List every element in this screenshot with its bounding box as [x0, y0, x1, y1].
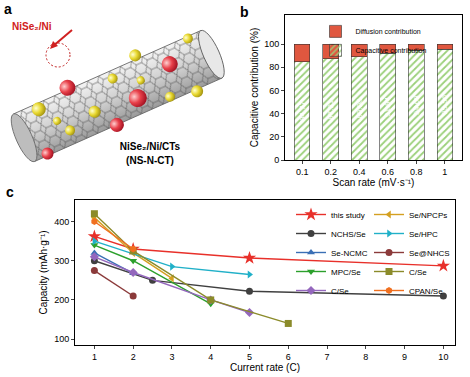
svg-text:200: 200: [54, 295, 69, 305]
svg-text:100: 100: [264, 39, 279, 49]
svg-text:Scan rate (mV·s⁻¹): Scan rate (mV·s⁻¹): [333, 177, 415, 188]
svg-text:NCHS/Se: NCHS/Se: [331, 230, 366, 239]
svg-text:0: 0: [274, 155, 279, 165]
svg-text:60: 60: [269, 86, 279, 96]
svg-text:Capacitive contribution (%): Capacitive contribution (%): [249, 28, 260, 148]
svg-text:1: 1: [92, 352, 97, 362]
svg-text:4: 4: [208, 352, 213, 362]
svg-text:c: c: [6, 184, 14, 200]
svg-text:(NS-N-CT): (NS-N-CT): [126, 155, 174, 166]
svg-text:MPC/Se: MPC/Se: [331, 268, 361, 277]
svg-text:0.8: 0.8: [410, 167, 423, 177]
svg-text:5: 5: [247, 352, 252, 362]
svg-text:Diffusion contribution: Diffusion contribution: [356, 28, 421, 35]
svg-text:Current rate (C): Current rate (C): [230, 362, 300, 373]
svg-text:C/Se: C/Se: [409, 268, 427, 277]
svg-text:80: 80: [269, 62, 279, 72]
svg-text:100: 100: [54, 334, 69, 344]
svg-text:8: 8: [363, 352, 368, 362]
svg-text:91.94: 91.94: [383, 96, 392, 117]
svg-text:0.2: 0.2: [324, 167, 337, 177]
svg-text:0.4: 0.4: [353, 167, 366, 177]
svg-text:0.1: 0.1: [296, 167, 309, 177]
svg-text:10: 10: [438, 352, 448, 362]
svg-text:20: 20: [269, 132, 279, 142]
svg-text:CPAN/Se: CPAN/Se: [409, 287, 443, 296]
svg-text:Se-NCMC: Se-NCMC: [331, 249, 368, 258]
svg-text:this study: this study: [331, 211, 365, 220]
svg-text:Capacity (mAh·g⁻¹): Capacity (mAh·g⁻¹): [38, 230, 49, 314]
svg-text:a: a: [4, 1, 12, 17]
svg-text:b: b: [240, 4, 249, 20]
svg-text:Se/NPCPs: Se/NPCPs: [409, 211, 447, 220]
svg-text:89.08: 89.08: [355, 98, 364, 119]
svg-text:7: 7: [325, 352, 330, 362]
svg-text:C/Se: C/Se: [331, 287, 349, 296]
svg-text:2: 2: [131, 352, 136, 362]
svg-text:40: 40: [269, 109, 279, 119]
svg-text:94.68: 94.68: [412, 95, 421, 116]
svg-text:87.21: 87.21: [326, 99, 335, 120]
svg-text:6: 6: [286, 352, 291, 362]
svg-text:Se@NHCS: Se@NHCS: [409, 249, 450, 258]
svg-text:3: 3: [169, 352, 174, 362]
svg-text:95.56: 95.56: [440, 94, 449, 115]
svg-text:NiSe₂/Ni: NiSe₂/Ni: [12, 21, 52, 32]
svg-text:Capacitive contribution: Capacitive contribution: [356, 47, 427, 55]
svg-text:0.6: 0.6: [382, 167, 395, 177]
svg-text:9: 9: [402, 352, 407, 362]
svg-text:1: 1: [442, 167, 447, 177]
svg-text:400: 400: [54, 217, 69, 227]
svg-text:NiSe₂/Ni/CTs: NiSe₂/Ni/CTs: [120, 141, 181, 152]
svg-text:84.77: 84.77: [298, 101, 307, 122]
svg-text:Se/HPC: Se/HPC: [409, 230, 438, 239]
svg-text:300: 300: [54, 256, 69, 266]
